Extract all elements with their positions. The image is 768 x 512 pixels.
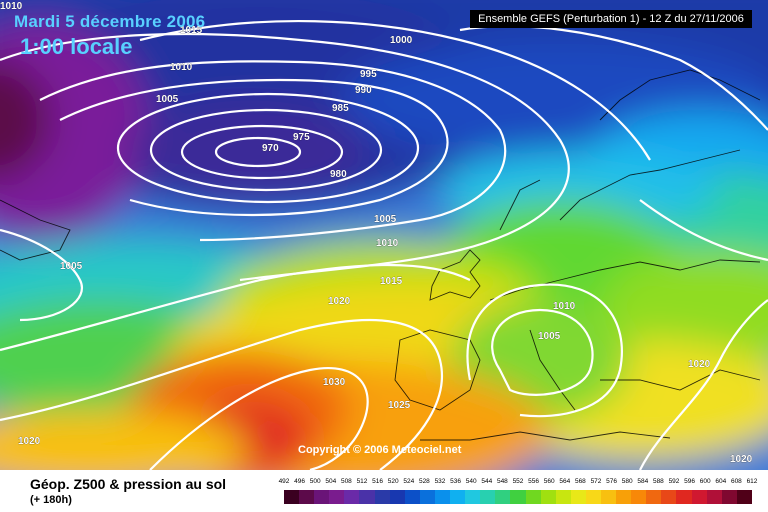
isobar-label: 1005 [538, 331, 561, 342]
legend-tick-label: 516 [372, 478, 384, 485]
isobar-labels: 1015 1000 995 990 985 975 970 980 1010 1… [0, 1, 753, 465]
isobars [0, 20, 768, 470]
legend-tick-label: 592 [668, 478, 680, 485]
legend-tick-label: 600 [699, 478, 711, 485]
legend-tick-label: 548 [496, 478, 508, 485]
legend-swatch [646, 490, 662, 504]
isobar-label: 1030 [323, 377, 346, 388]
legend-swatch [465, 490, 481, 504]
legend-tick-label: 608 [730, 478, 742, 485]
color-legend [284, 490, 752, 504]
isobar-label: 985 [332, 103, 349, 114]
legend-swatch [495, 490, 511, 504]
legend-tick-label: 564 [559, 478, 571, 485]
legend-tick-label: 552 [512, 478, 524, 485]
legend-tick-label: 544 [481, 478, 493, 485]
legend-tick-label: 580 [621, 478, 633, 485]
legend-tick-label: 560 [543, 478, 555, 485]
legend-swatch [450, 490, 466, 504]
isobar-label: 1010 [553, 301, 576, 312]
legend-tick-label: 588 [652, 478, 664, 485]
legend-swatch [540, 490, 556, 504]
legend-swatch [631, 490, 647, 504]
legend-tick-label: 536 [450, 478, 462, 485]
legend-tick-label: 512 [356, 478, 368, 485]
isobar-label: 1010 [0, 1, 23, 12]
coastlines [0, 69, 761, 441]
legend-swatch [480, 490, 496, 504]
isobar-label: 1025 [388, 400, 411, 411]
legend-swatch [359, 490, 375, 504]
legend-tick-label: 568 [574, 478, 586, 485]
legend-tick-label: 532 [434, 478, 446, 485]
legend-tick-label: 500 [309, 478, 321, 485]
isobar-label: 1010 [376, 238, 399, 249]
legend-swatch [706, 490, 722, 504]
legend-swatch [676, 490, 692, 504]
legend-swatch [555, 490, 571, 504]
legend-tick-label: 540 [465, 478, 477, 485]
legend-swatch [736, 490, 752, 504]
legend-swatch [510, 490, 526, 504]
legend-swatch [329, 490, 345, 504]
isobar-label: 995 [360, 69, 377, 80]
isobar-label: 1020 [18, 436, 41, 447]
legend-swatch [570, 490, 586, 504]
legend-tick-label: 496 [294, 478, 306, 485]
isobar-label: 1010 [170, 62, 193, 73]
isobar-label: 1020 [730, 454, 753, 465]
weather-map: 1015 1000 995 990 985 975 970 980 1010 1… [0, 0, 768, 470]
isobar-label: 1020 [688, 359, 711, 370]
copyright-text: Copyright © 2006 Meteociel.net [298, 444, 462, 456]
isobar-label: 1020 [328, 296, 351, 307]
legend-swatch [284, 490, 300, 504]
legend-swatch [419, 490, 435, 504]
legend-tick-label: 612 [746, 478, 758, 485]
isobar-label: 975 [293, 132, 310, 143]
legend-tick-label: 596 [684, 478, 696, 485]
model-run-label: Ensemble GEFS (Perturbation 1) - 12 Z du… [470, 10, 752, 28]
isobar-label: 1005 [156, 94, 179, 105]
legend-swatch [616, 490, 632, 504]
legend-tick-label: 504 [325, 478, 337, 485]
legend-tick-label: 492 [278, 478, 290, 485]
legend-swatch [721, 490, 737, 504]
isobar-label: 980 [330, 169, 347, 180]
isobar-label: 1015 [180, 25, 203, 36]
legend-tick-label: 520 [387, 478, 399, 485]
isobar-label: 1000 [390, 35, 413, 46]
isobar-label: 1015 [380, 276, 403, 287]
legend-swatch [314, 490, 330, 504]
legend-tick-labels: 492 496 500 504 508 512 516 520 524 528 532 536 540 5… [279, 478, 758, 490]
legend-tick-label: 524 [403, 478, 415, 485]
legend-swatch [404, 490, 420, 504]
product-title: Géop. Z500 & pression au sol [30, 476, 227, 492]
legend-swatch [344, 490, 360, 504]
legend-swatch [600, 490, 617, 504]
legend-swatch [389, 490, 405, 504]
legend-swatch [661, 490, 677, 504]
legend-swatch [299, 490, 315, 504]
legend-swatch [691, 490, 707, 504]
legend-swatch [374, 490, 390, 504]
legend-swatch [525, 490, 541, 504]
legend-tick-label: 604 [715, 478, 727, 485]
legend-tick-label: 572 [590, 478, 602, 485]
isobar-label: 990 [355, 85, 372, 96]
valid-date: Mardi 5 décembre 2006 [14, 12, 206, 31]
legend-tick-label: 508 [340, 478, 352, 485]
legend-swatch [434, 490, 451, 504]
legend-tick-label: 584 [637, 478, 649, 485]
isobar-label: 1005 [374, 214, 397, 225]
forecast-hour: (+ 180h) [30, 494, 72, 506]
legend-tick-label: 576 [606, 478, 618, 485]
isobar-label: 1005 [60, 261, 83, 272]
isobar-label: 970 [262, 143, 279, 154]
valid-time: 1:00 locale [20, 34, 133, 59]
legend-swatch [585, 490, 601, 504]
legend-tick-label: 556 [528, 478, 540, 485]
legend-tick-label: 528 [418, 478, 430, 485]
